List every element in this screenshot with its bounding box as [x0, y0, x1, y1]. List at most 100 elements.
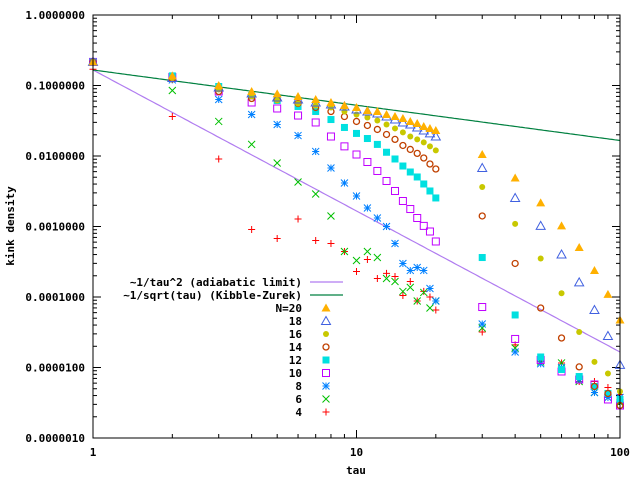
data-point	[273, 234, 281, 242]
data-point	[590, 382, 599, 391]
data-point	[413, 263, 422, 272]
data-point	[420, 180, 428, 188]
data-point	[248, 225, 256, 233]
data-point	[406, 168, 414, 176]
data-point	[426, 143, 433, 150]
data-point	[247, 110, 256, 119]
data-point	[425, 123, 435, 132]
data-point	[341, 108, 348, 115]
data-point	[478, 320, 487, 328]
y-tick-label: 0.0000100	[25, 362, 85, 375]
data-point	[311, 190, 320, 198]
data-point	[392, 125, 399, 132]
data-point	[426, 160, 434, 168]
data-point	[215, 155, 223, 163]
data-point	[352, 256, 361, 265]
data-point	[327, 116, 335, 124]
data-point	[419, 266, 428, 275]
data-point	[432, 165, 440, 173]
data-point	[247, 140, 256, 149]
y-tick-labels: 1.0000000 0.1000000 0.0100000 0.0010000 0.00…	[25, 9, 85, 445]
data-point	[327, 239, 335, 247]
data-point	[557, 221, 567, 230]
data-point	[312, 237, 320, 245]
legend-marker-sample	[323, 331, 329, 337]
data-point	[558, 290, 565, 297]
data-point	[373, 125, 382, 134]
y-tick-label: 0.0010000	[25, 221, 85, 234]
data-point	[414, 136, 421, 143]
data-point	[476, 162, 488, 172]
data-point	[327, 164, 335, 172]
data-point	[311, 95, 321, 104]
data-point	[273, 159, 282, 167]
data-point	[426, 187, 434, 195]
data-point	[431, 237, 440, 246]
y-axis-label: kink density	[4, 186, 17, 266]
data-point	[373, 166, 382, 175]
adiabatic-limit-curve	[92, 69, 621, 353]
data-point	[168, 86, 177, 95]
data-point	[426, 304, 434, 312]
data-point	[373, 253, 382, 262]
data-point	[430, 130, 442, 141]
data-point	[556, 248, 567, 259]
data-point	[293, 92, 303, 101]
data-point	[604, 389, 612, 398]
data-point	[420, 139, 427, 146]
data-point	[426, 293, 434, 301]
data-point	[363, 121, 372, 130]
data-point	[426, 284, 434, 293]
data-point	[383, 269, 391, 277]
x-tick-labels: 1 10 100	[90, 446, 630, 459]
data-point	[405, 116, 415, 125]
data-point	[511, 311, 519, 319]
data-point	[398, 196, 407, 205]
data-point	[413, 297, 422, 305]
data-point	[432, 194, 440, 202]
data-point	[326, 97, 336, 106]
data-point	[406, 266, 415, 275]
y-tick-label: 0.0100000	[25, 150, 85, 163]
data-point	[406, 205, 415, 214]
data-point	[373, 274, 381, 282]
data-point	[353, 267, 360, 275]
legend-label: 14	[289, 341, 303, 354]
data-point	[383, 148, 391, 156]
data-point	[407, 133, 414, 140]
data-point	[340, 142, 349, 151]
data-point	[512, 220, 519, 227]
legend-label: 12	[289, 354, 302, 367]
data-point	[382, 109, 392, 118]
data-point	[420, 154, 428, 162]
data-point	[272, 89, 282, 98]
data-point	[477, 150, 487, 159]
x-axis-label: tau	[346, 464, 366, 477]
data-point	[363, 135, 371, 143]
data-point	[557, 334, 566, 342]
data-point	[311, 147, 320, 156]
data-point	[214, 81, 224, 89]
data-point	[391, 155, 399, 163]
data-point	[425, 227, 434, 236]
legend-label: 18	[289, 315, 302, 328]
data-point	[413, 213, 422, 222]
data-point	[575, 373, 583, 381]
legend-label: 16	[289, 328, 303, 341]
data-point	[406, 277, 414, 285]
data-point	[413, 149, 421, 158]
legend-label: ~1/tau^2 (adiabatic limit)	[130, 276, 302, 289]
data-point	[167, 71, 177, 80]
legend-marker-sample	[320, 315, 332, 325]
data-point	[294, 131, 302, 140]
legend-marker-sample	[322, 382, 330, 390]
data-point	[589, 304, 600, 315]
data-point	[382, 222, 391, 231]
data-point	[406, 145, 414, 154]
legend-label: ~1/sqrt(tau) (Kibble-Zurek)	[123, 289, 302, 302]
data-point	[273, 120, 282, 129]
legend-marker-sample	[322, 356, 330, 364]
legend-marker-sample	[322, 343, 330, 351]
axis-ticks	[92, 15, 620, 439]
data-point	[362, 106, 372, 115]
